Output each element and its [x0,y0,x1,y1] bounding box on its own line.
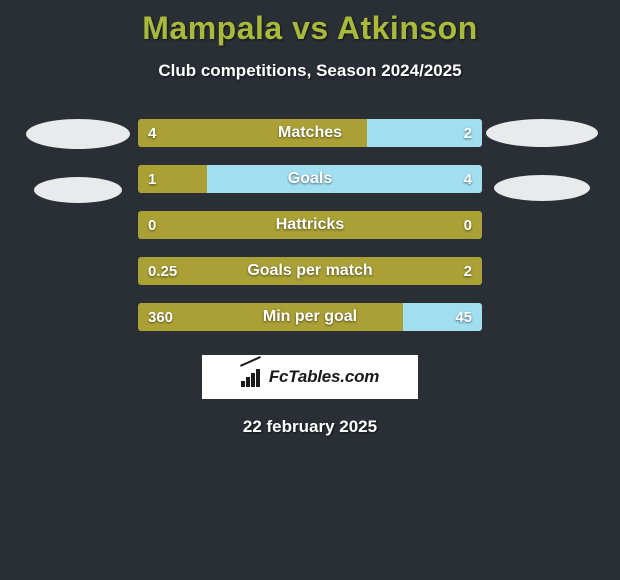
comparison-infographic: Mampala vs Atkinson Club competitions, S… [0,0,620,437]
page-title: Mampala vs Atkinson [142,10,478,47]
stat-bar-right-segment [403,303,482,331]
stat-bar-row: 0.252Goals per match [138,257,482,285]
left-oval-1 [26,119,130,149]
stat-bar-row: 36045Min per goal [138,303,482,331]
stat-bar-left-segment [138,303,403,331]
right-oval-2 [494,175,590,201]
stat-bar-row: 14Goals [138,165,482,193]
left-oval-2 [34,177,122,203]
right-oval-1 [486,119,598,147]
brand-badge: FcTables.com [202,355,418,399]
stat-bar-left-segment [138,211,482,239]
brand-chart-icon [241,367,263,387]
footer-date: 22 february 2025 [243,417,377,437]
stat-bar-right-segment [367,119,482,147]
stat-bar-left-segment [138,119,367,147]
stat-bar-row: 42Matches [138,119,482,147]
page-subtitle: Club competitions, Season 2024/2025 [158,61,461,81]
brand-text: FcTables.com [269,367,379,387]
stat-bar-left-segment [138,165,207,193]
stats-area: 42Matches 14Goals 00Hattricks 0.252Goals pe… [0,119,620,331]
stat-bar-left-segment [138,257,482,285]
stat-bar-right-segment [207,165,482,193]
left-placeholder-column [18,119,138,203]
stat-bars-column: 42Matches 14Goals 00Hattricks 0.252Goals pe… [138,119,482,331]
right-placeholder-column [482,119,602,201]
stat-bar-row: 00Hattricks [138,211,482,239]
